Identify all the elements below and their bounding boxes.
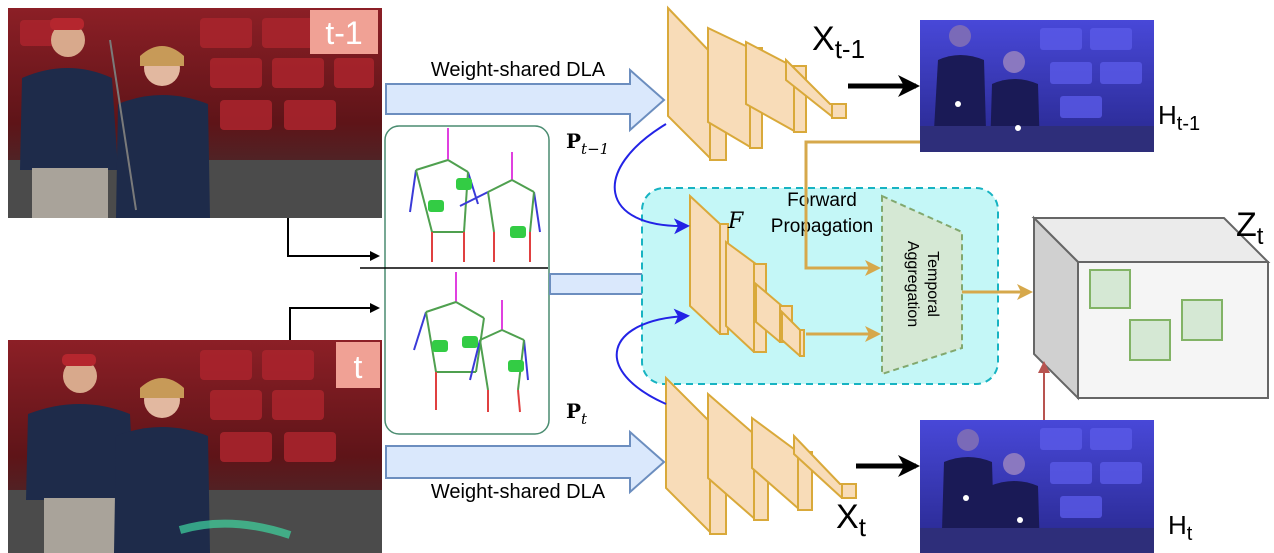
temporal-aggregation-label: Temporal Aggregation [904, 241, 941, 327]
frame-tag-curr [336, 342, 380, 388]
pose-hand-markers [428, 178, 526, 238]
frame-to-pose-arrow [287, 218, 380, 261]
input-frame-curr: t [8, 340, 382, 553]
pose-skeleton [413, 272, 485, 410]
output-boxes [1089, 269, 1223, 361]
feature-stack-prev [667, 5, 847, 161]
forward-propagation-label-2: Propagation [771, 216, 873, 237]
svg-text:Temporal: Temporal [924, 251, 941, 317]
temporal-aggregation-block [881, 194, 963, 376]
heatmap-label-curr: Ht [1168, 510, 1193, 545]
dla-label-bottom: Weight-shared DLA [431, 481, 606, 503]
forward-propagation-label: Forward [787, 190, 857, 211]
curr-feature-to-f-arrow [615, 308, 690, 405]
feature-stack-curr [665, 375, 857, 535]
frame-tag-curr-label: t [354, 349, 363, 385]
heatmap-prev [920, 20, 1154, 152]
svg-text:Aggregation: Aggregation [904, 241, 921, 327]
heatmap-curr [920, 420, 1154, 553]
input-frame-prev: t-1 [8, 8, 382, 218]
dla-arrow-top [385, 67, 666, 133]
feature-label-curr: Xt [836, 498, 867, 542]
prev-heatmap-to-aggregation-arrow [804, 140, 920, 276]
output-volume [1031, 215, 1271, 401]
dla-arrow-bottom [385, 429, 666, 495]
f-label: F [727, 209, 744, 234]
pose-hand-markers [432, 336, 524, 372]
pose-label-curr: Pt [566, 399, 588, 428]
frame-tag-prev-label: t-1 [325, 15, 362, 51]
output-label: Zt [1236, 206, 1264, 250]
frame-tag-prev [310, 10, 378, 54]
prev-feature-to-f-arrow [613, 123, 690, 235]
dla-label-top: Weight-shared DLA [431, 59, 606, 81]
pose-skeleton [459, 152, 541, 262]
pose-panel [360, 125, 550, 435]
feature-label-prev: Xt-1 [812, 20, 865, 64]
heatmap-label-prev: Ht-1 [1158, 100, 1200, 135]
frame-to-pose-arrow [289, 303, 380, 340]
feature-stack-f [689, 193, 805, 357]
pose-label-prev: Pt−1 [566, 129, 609, 158]
